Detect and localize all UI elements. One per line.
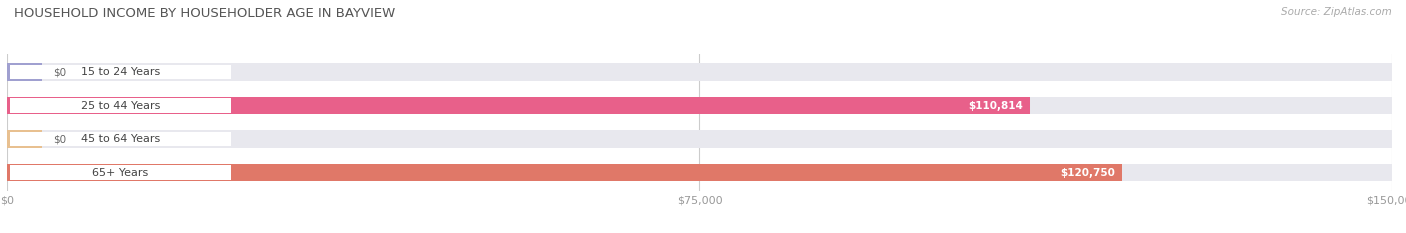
Text: 65+ Years: 65+ Years	[93, 168, 149, 178]
Bar	[10, 65, 232, 79]
Bar	[10, 132, 232, 147]
Text: $120,750: $120,750	[1060, 168, 1115, 178]
Bar	[10, 98, 232, 113]
Bar	[7, 164, 1392, 181]
Text: $0: $0	[53, 134, 66, 144]
Text: 45 to 64 Years: 45 to 64 Years	[82, 134, 160, 144]
Bar	[10, 165, 232, 180]
Bar	[7, 130, 1392, 148]
Text: $0: $0	[53, 67, 66, 77]
Bar	[7, 63, 42, 81]
Bar	[7, 63, 1392, 81]
Bar	[7, 97, 1392, 114]
Text: Source: ZipAtlas.com: Source: ZipAtlas.com	[1281, 7, 1392, 17]
Text: $110,814: $110,814	[969, 101, 1024, 111]
Text: 25 to 44 Years: 25 to 44 Years	[82, 101, 160, 111]
Bar	[7, 130, 42, 148]
Bar	[7, 164, 1122, 181]
Text: HOUSEHOLD INCOME BY HOUSEHOLDER AGE IN BAYVIEW: HOUSEHOLD INCOME BY HOUSEHOLDER AGE IN B…	[14, 7, 395, 20]
Bar	[7, 97, 1031, 114]
Text: 15 to 24 Years: 15 to 24 Years	[82, 67, 160, 77]
